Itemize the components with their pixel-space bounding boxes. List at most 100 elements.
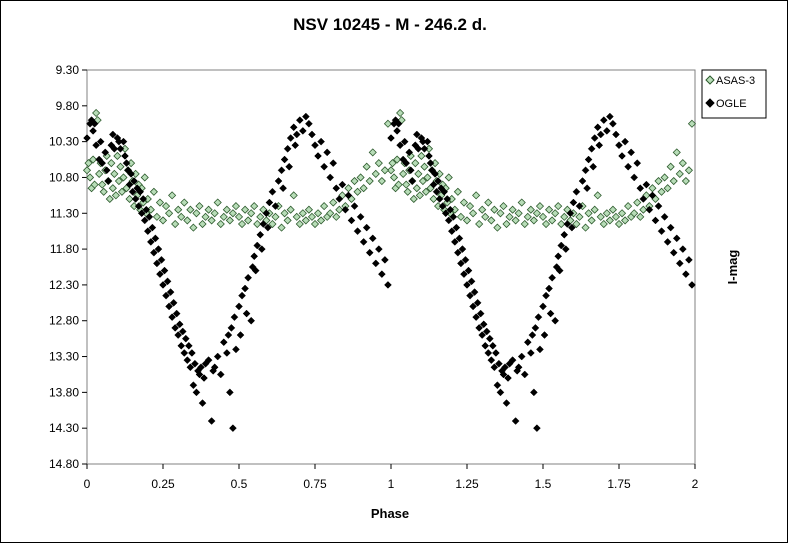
ogle-point [177, 341, 186, 350]
ogle-point [154, 245, 163, 253]
ogle-point [563, 220, 572, 228]
asas-3-point [554, 202, 563, 211]
ogle-point [184, 341, 193, 350]
ogle-point [198, 399, 207, 407]
ogle-point [378, 270, 386, 279]
x-tick-label: 2 [692, 477, 699, 491]
ogle-point [156, 270, 164, 279]
ogle-point [323, 148, 332, 157]
asas-3-point [399, 169, 408, 178]
asas-3-point [250, 202, 259, 211]
y-tick-label: 12.30 [49, 278, 79, 292]
x-tick-label: 0.75 [303, 477, 327, 491]
asas-3-point [587, 216, 596, 225]
ogle-point [423, 137, 432, 146]
ogle-point [250, 252, 259, 261]
ogle-point [675, 259, 684, 268]
ogle-point [520, 370, 529, 379]
ogle-point [90, 119, 99, 128]
ogle-point [542, 291, 550, 300]
asas-3-point [557, 219, 566, 229]
ogle-point [434, 177, 442, 185]
ogle-point [291, 141, 300, 150]
ogle-point [493, 381, 502, 390]
asas-3-point [228, 209, 237, 218]
ogle-point [230, 313, 239, 321]
asas-3-point [326, 209, 335, 218]
asas-3-point [335, 205, 344, 214]
ogle-point [533, 424, 541, 433]
legend-asas-3-marker [705, 75, 715, 85]
ogle-point [441, 209, 450, 218]
ogle-point [487, 356, 496, 364]
asas-3-point [225, 216, 234, 225]
ogle-point [222, 349, 231, 357]
asas-3-point [669, 176, 678, 186]
asas-3-point [289, 191, 298, 200]
ogle-point [578, 177, 587, 185]
asas-3-point [256, 212, 265, 221]
ogle-point [381, 255, 389, 264]
x-tick-label: 1 [388, 477, 395, 491]
asas-3-point [412, 184, 421, 193]
asas-3-point [499, 202, 508, 211]
ogle-point [335, 195, 344, 203]
ogle-point [280, 155, 289, 164]
asas-3-point [526, 205, 535, 214]
asas-3-point [538, 212, 548, 221]
ogle-point [150, 248, 158, 257]
asas-3-point [368, 148, 377, 157]
ogle-point [449, 213, 458, 221]
ogle-point [514, 363, 523, 372]
ogle-point [191, 359, 199, 368]
x-axis: 0 0.25 0.5 0.75 1 1.25 1.5 1.75 2 [84, 464, 699, 491]
asas-3-point [393, 155, 402, 164]
ogle-point [224, 331, 233, 339]
asas-3-point [180, 198, 189, 207]
ogle-point [394, 119, 403, 128]
ogle-point [678, 245, 687, 253]
asas-3-point [161, 202, 171, 211]
ogle-point [213, 352, 222, 361]
asas-3-point [195, 202, 204, 211]
ogle-point [400, 137, 409, 146]
asas-3-point [231, 202, 241, 211]
asas-3-point [560, 212, 569, 221]
ogle-point [153, 259, 161, 268]
asas-3-point [125, 194, 134, 204]
ogle-point [478, 331, 487, 339]
ogle-point [526, 349, 535, 357]
ogle-point [238, 291, 246, 300]
asas-3-point [268, 219, 277, 229]
asas-3-point [517, 198, 526, 207]
ogle-point [530, 388, 538, 397]
asas-3-point [295, 219, 304, 229]
ogle-point [528, 331, 537, 339]
asas-3-point [111, 191, 120, 200]
asas-3-point [183, 216, 192, 225]
asas-3-point [417, 151, 426, 161]
ogle-point [492, 349, 500, 357]
ogle-point [289, 123, 298, 132]
x-tick-label: 0.25 [151, 477, 175, 491]
ogle-point [121, 152, 129, 160]
asas-3-point [168, 191, 177, 200]
ogle-point [438, 202, 447, 210]
asas-3-point [414, 169, 423, 178]
asas-3-point [657, 187, 666, 196]
ogle-point [92, 141, 100, 150]
asas-3-point [332, 212, 341, 221]
ogle-point [602, 127, 611, 135]
asas-3-point [84, 159, 93, 168]
ogle-point [568, 223, 576, 232]
ogle-point [612, 130, 620, 139]
asas-3-point [545, 205, 554, 214]
ogle-point [426, 159, 435, 167]
y-tick-label: 9.30 [56, 63, 80, 77]
y-tick-label: 10.30 [49, 135, 79, 149]
y-tick-label: 9.80 [56, 99, 80, 113]
ogle-point [356, 213, 365, 221]
ogle-point [365, 248, 374, 257]
asas-3-point [313, 209, 323, 218]
ogle-point [688, 281, 696, 289]
